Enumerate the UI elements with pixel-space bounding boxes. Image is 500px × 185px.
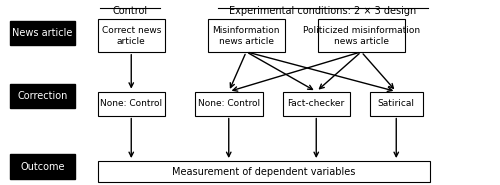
FancyBboxPatch shape bbox=[318, 19, 405, 52]
FancyBboxPatch shape bbox=[98, 92, 165, 116]
FancyBboxPatch shape bbox=[10, 21, 75, 45]
FancyBboxPatch shape bbox=[370, 92, 422, 116]
Text: Control: Control bbox=[112, 6, 148, 16]
Text: Satirical: Satirical bbox=[378, 99, 415, 108]
FancyBboxPatch shape bbox=[208, 19, 285, 52]
Text: Correct news
article: Correct news article bbox=[102, 26, 161, 46]
Text: Politicized misinformation
news article: Politicized misinformation news article bbox=[302, 26, 420, 46]
Text: None: Control: None: Control bbox=[198, 99, 260, 108]
FancyBboxPatch shape bbox=[98, 161, 430, 182]
FancyBboxPatch shape bbox=[10, 84, 75, 108]
Text: Outcome: Outcome bbox=[20, 162, 65, 171]
Text: Experimental conditions: 2 × 3 design: Experimental conditions: 2 × 3 design bbox=[229, 6, 416, 16]
Text: Fact-checker: Fact-checker bbox=[288, 99, 345, 108]
FancyBboxPatch shape bbox=[98, 19, 165, 52]
Text: News article: News article bbox=[12, 28, 72, 38]
FancyBboxPatch shape bbox=[195, 92, 262, 116]
FancyBboxPatch shape bbox=[10, 154, 75, 179]
Text: Measurement of dependent variables: Measurement of dependent variables bbox=[172, 166, 356, 177]
FancyBboxPatch shape bbox=[282, 92, 350, 116]
Text: Misinformation
news article: Misinformation news article bbox=[212, 26, 280, 46]
Text: None: Control: None: Control bbox=[100, 99, 162, 108]
Text: Correction: Correction bbox=[18, 91, 68, 101]
